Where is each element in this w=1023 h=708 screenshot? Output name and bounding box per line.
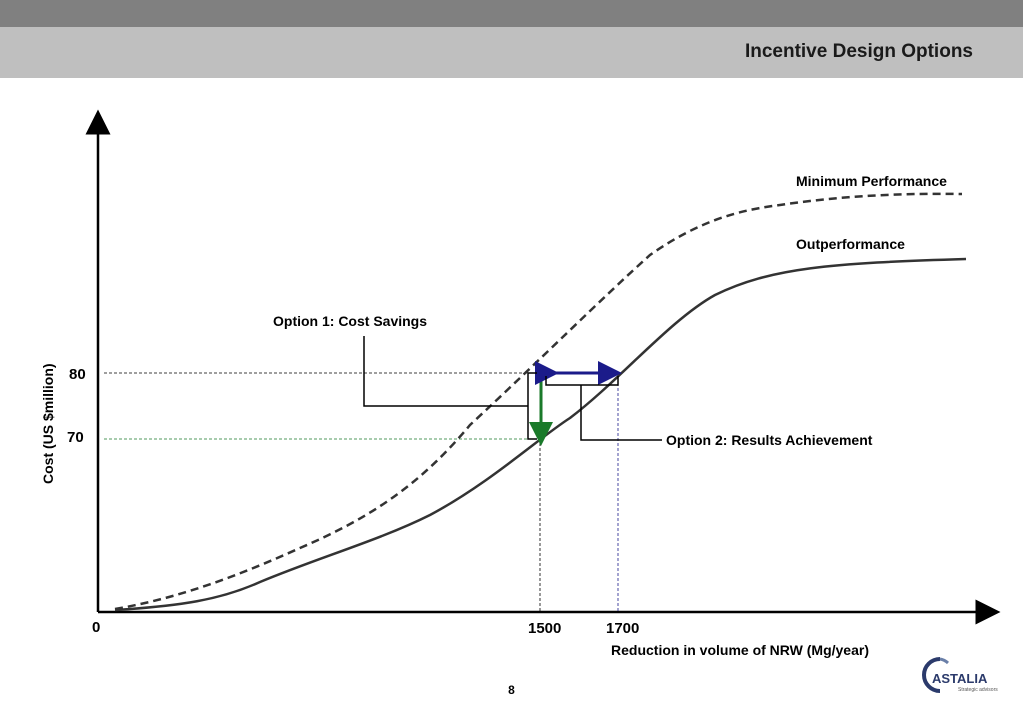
origin-label: 0 — [92, 619, 100, 636]
curve-label-minimum: Minimum Performance — [796, 173, 947, 189]
page-number: 8 — [508, 683, 515, 697]
svg-text:Strategic advisors: Strategic advisors — [958, 687, 998, 693]
x-axis-label: Reduction in volume of NRW (Mg/year) — [611, 642, 869, 658]
option1-leader — [363, 336, 528, 407]
castalia-logo: ASTALIA Strategic advisors — [922, 657, 998, 693]
option1-label: Option 1: Cost Savings — [273, 313, 427, 329]
option2-label: Option 2: Results Achievement — [666, 432, 873, 448]
option2-bracket — [545, 376, 619, 386]
outperformance-curve — [114, 257, 967, 612]
minimum-performance-curve — [114, 192, 963, 611]
y-tick-70: 70 — [67, 429, 84, 446]
option1-bracket — [527, 372, 537, 440]
slide-title: Incentive Design Options — [744, 41, 973, 62]
x-tick-1500: 1500 — [528, 620, 561, 637]
top-bar — [0, 0, 1023, 27]
y-axis-label: Cost (US $million) — [40, 363, 56, 484]
title-bar: Incentive Design Options — [0, 27, 1023, 78]
curve-label-outperformance: Outperformance — [796, 236, 905, 252]
option2-leader — [580, 385, 662, 441]
y-tick-80: 80 — [69, 366, 86, 383]
svg-text:ASTALIA: ASTALIA — [932, 671, 988, 686]
x-tick-1700: 1700 — [606, 620, 639, 637]
